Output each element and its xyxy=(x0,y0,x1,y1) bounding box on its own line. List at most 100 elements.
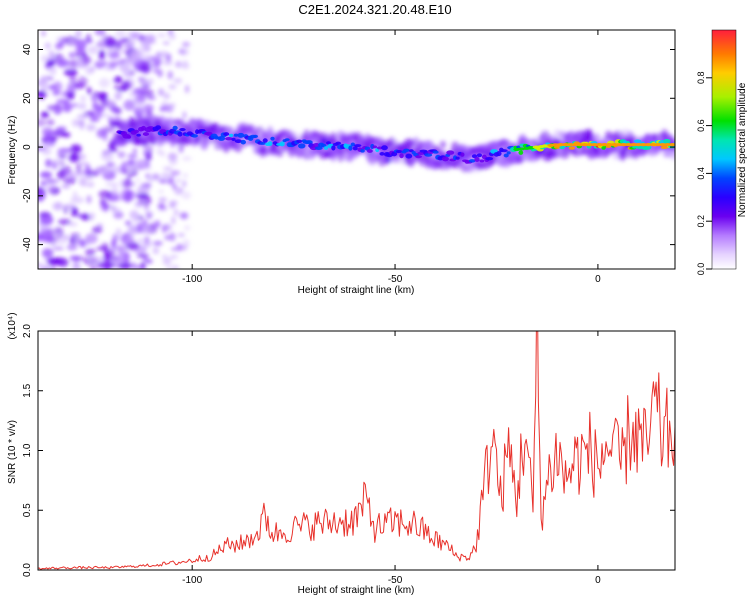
heatmap-cell xyxy=(162,254,168,259)
heatmap-cell xyxy=(460,152,465,157)
heatmap-cell xyxy=(110,106,120,113)
heatmap-cell xyxy=(149,40,157,44)
heatmap-cell xyxy=(441,156,449,162)
heatmap-cell xyxy=(117,151,126,159)
heatmap-cell xyxy=(252,134,258,139)
heatmap-cell xyxy=(68,51,75,59)
colorbar-ticks: 0.0 0.2 0.4 0.6 0.8 xyxy=(696,72,712,275)
heatmap-cell xyxy=(155,51,162,58)
heatmap-cell xyxy=(439,140,447,149)
heatmap-cell xyxy=(167,30,174,35)
heatmap-cell xyxy=(630,143,638,147)
heatmap-cell xyxy=(485,157,494,161)
heatmap-cell xyxy=(267,141,273,147)
heatmap-cell xyxy=(63,68,78,77)
heatmap-cell xyxy=(586,143,594,147)
heatmap-cell xyxy=(172,183,177,190)
heatmap-cell xyxy=(85,66,95,75)
heatmap-cell xyxy=(639,143,647,147)
heatmap-cell xyxy=(147,177,153,183)
heatmap-cell xyxy=(103,205,116,209)
heatmap-cell xyxy=(102,112,110,118)
heatmap-cell xyxy=(44,181,57,193)
heatmap-cell xyxy=(155,125,162,130)
heatmap-cell xyxy=(41,238,53,243)
heatmap-cell xyxy=(166,265,172,269)
heatmap-cell xyxy=(561,143,569,147)
heatmap-cell xyxy=(144,211,154,217)
heatmap-cell xyxy=(46,119,55,126)
heatmap-cell xyxy=(664,143,672,147)
snr-x-ticks: -100 -50 0 xyxy=(182,331,601,586)
heatmap-cell xyxy=(168,232,176,242)
heatmap-cell xyxy=(72,190,78,200)
heatmap-cell xyxy=(181,63,190,70)
heatmap-cell xyxy=(178,48,185,54)
heatmap-cell xyxy=(576,143,584,147)
heatmap-cell xyxy=(499,149,508,153)
y-tick-label: -40 xyxy=(22,237,33,252)
heatmap-cell xyxy=(87,86,92,95)
heatmap-cell xyxy=(98,49,106,60)
snr-scale-label: (x10⁴) xyxy=(7,312,18,339)
heatmap-cell xyxy=(151,173,161,181)
snr-background xyxy=(38,331,675,570)
heatmap-cell xyxy=(224,136,233,141)
heatmap-cell xyxy=(168,202,175,209)
heatmap-cell xyxy=(160,172,171,179)
heatmap-cell xyxy=(290,131,299,139)
heatmap-cell xyxy=(152,246,160,255)
heatmap-cell xyxy=(632,145,639,149)
heatmap-cell xyxy=(46,257,61,266)
heatmap-cell xyxy=(38,196,44,202)
heatmap-cell xyxy=(503,153,509,158)
heatmap-cell xyxy=(69,75,77,84)
spectrogram-panel: -100 -50 0 -40 -20 0 20 40 Height of straight … xyxy=(7,29,676,296)
heatmap-cell xyxy=(41,86,49,92)
snr-panel: -100 -50 0 0.0 0.5 1.0 1.5 2.0 Height of strai… xyxy=(7,312,676,596)
heatmap-cell xyxy=(205,131,213,136)
heatmap-cell xyxy=(446,150,455,155)
heatmap-cell xyxy=(47,58,56,67)
heatmap-cell xyxy=(352,146,358,151)
heatmap-cell xyxy=(44,131,52,142)
heatmap-cell xyxy=(48,49,55,61)
heatmap-cell xyxy=(171,216,176,225)
heatmap-cell xyxy=(56,99,70,104)
heatmap-cell xyxy=(163,166,173,172)
heatmap-cell xyxy=(644,143,652,147)
heatmap-cell xyxy=(417,151,425,156)
heatmap-cell xyxy=(38,118,47,127)
heatmap-cell xyxy=(625,143,633,147)
heatmap-cell xyxy=(162,41,170,45)
spectrogram-heatmap xyxy=(38,30,675,269)
heatmap-cell xyxy=(106,196,121,202)
heatmap-cell xyxy=(151,221,158,229)
heatmap-cell xyxy=(654,143,662,147)
x-tick-label: -100 xyxy=(182,274,202,285)
heatmap-cell xyxy=(52,90,61,96)
heatmap-cell xyxy=(163,224,172,232)
heatmap-cell xyxy=(167,117,174,127)
heatmap-cell xyxy=(167,70,174,80)
heatmap-cell xyxy=(157,69,163,78)
heatmap-cell xyxy=(93,91,99,96)
heatmap-cell xyxy=(142,255,147,262)
heatmap-cell xyxy=(157,203,163,209)
heatmap-cell xyxy=(168,84,177,90)
heatmap-cell xyxy=(123,44,134,48)
heatmap-cell xyxy=(133,129,139,134)
heatmap-cell xyxy=(323,146,329,150)
heatmap-cell xyxy=(61,170,76,178)
heatmap-cell xyxy=(237,132,245,138)
heatmap-cell xyxy=(566,143,574,147)
heatmap-cell xyxy=(111,238,117,249)
heatmap-cell xyxy=(133,167,139,171)
heatmap-cell xyxy=(79,239,87,248)
x-tick-label: -50 xyxy=(388,274,403,285)
heatmap-cell xyxy=(167,152,178,161)
heatmap-cell xyxy=(113,211,124,219)
heatmap-cell xyxy=(191,134,198,138)
heatmap-cell xyxy=(568,146,575,150)
heatmap-cell xyxy=(68,221,78,227)
